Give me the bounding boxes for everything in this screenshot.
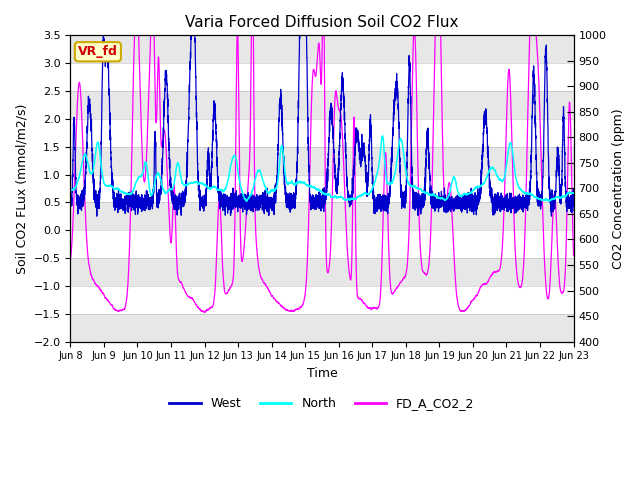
X-axis label: Time: Time: [307, 367, 337, 380]
Bar: [70, 91, 573, 119]
Bar: [70, 258, 573, 286]
Y-axis label: Soil CO2 FLux (mmol/m2/s): Soil CO2 FLux (mmol/m2/s): [15, 103, 28, 274]
Bar: [70, 314, 573, 342]
Bar: [70, 36, 573, 63]
Title: Varia Forced Diffusion Soil CO2 Flux: Varia Forced Diffusion Soil CO2 Flux: [185, 15, 459, 30]
Y-axis label: CO2 Concentration (ppm): CO2 Concentration (ppm): [612, 108, 625, 269]
Bar: [70, 203, 573, 230]
Text: VR_fd: VR_fd: [78, 45, 118, 58]
Legend: West, North, FD_A_CO2_2: West, North, FD_A_CO2_2: [164, 392, 479, 415]
Bar: [70, 147, 573, 175]
